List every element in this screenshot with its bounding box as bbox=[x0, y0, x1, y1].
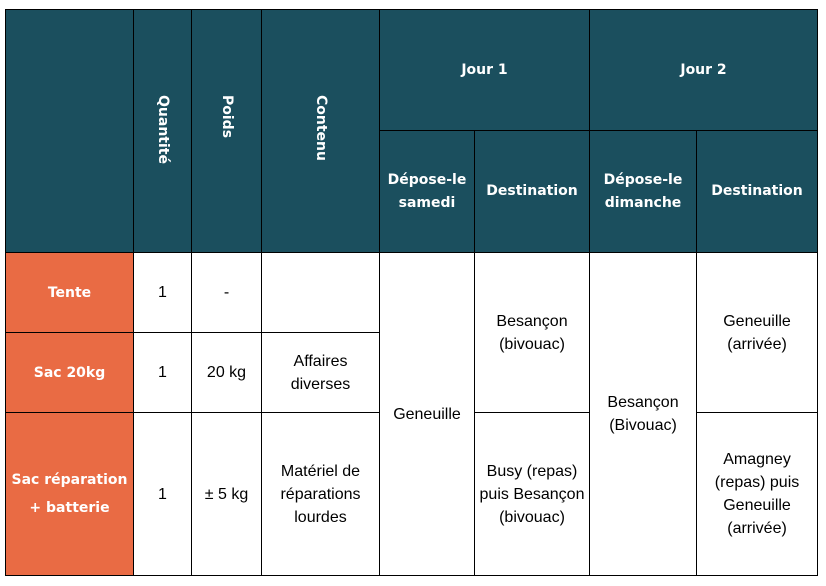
jour1-destination-bottom: Busy (repas) puis Besançon (bivouac) bbox=[473, 412, 591, 576]
header-poids-label: Poids bbox=[219, 95, 235, 139]
header-quantite-label: Quantité bbox=[155, 95, 171, 164]
header-contenu: Contenu bbox=[261, 9, 380, 253]
header-jour2: Jour 2 bbox=[589, 9, 819, 131]
header-poids: Poids bbox=[191, 9, 262, 253]
header-jour1-depose: Dépose-le samedi bbox=[379, 130, 475, 253]
row-poids: 20 kg bbox=[191, 332, 262, 413]
jour2-destination-bottom: Amagney (repas) puis Geneuille (arrivée) bbox=[696, 412, 819, 576]
header-contenu-label: Contenu bbox=[313, 95, 329, 161]
header-jour1: Jour 1 bbox=[378, 9, 591, 131]
row-poids: - bbox=[191, 252, 262, 333]
table-row: Sac 20kg 1 20 kg Affaires diverses bbox=[5, 332, 818, 413]
row-contenu: Affaires diverses bbox=[261, 332, 380, 413]
logistics-table: Quantité Poids Contenu Jour 1 Jour 2 Dép… bbox=[5, 9, 819, 576]
row-quantite: 1 bbox=[133, 332, 192, 413]
row-contenu bbox=[261, 252, 380, 333]
jour2-depose-cell: Besançon (Bivouac) bbox=[589, 252, 698, 576]
header-jour1-destination: Destination bbox=[473, 130, 591, 253]
table-row: Tente 1 - Geneuille Besançon (bivouac) B… bbox=[5, 252, 819, 576]
row-item-label: Sac réparation + batterie bbox=[5, 412, 134, 576]
header-quantite: Quantité bbox=[133, 9, 192, 253]
header-empty-cell bbox=[5, 9, 134, 253]
row-quantite: 1 bbox=[133, 412, 192, 576]
row-item-label: Tente bbox=[5, 252, 134, 333]
header-jour2-destination: Destination bbox=[696, 130, 819, 253]
row-contenu: Matériel de réparations lourdes bbox=[261, 412, 380, 576]
header-jour2-depose: Dépose-le dimanche bbox=[589, 130, 698, 253]
row-quantite: 1 bbox=[133, 252, 192, 333]
table-row: Sac réparation + batterie 1 ± 5 kg Matér… bbox=[5, 412, 819, 576]
jour2-destination-top: Geneuille (arrivée) bbox=[696, 252, 819, 413]
row-poids: ± 5 kg bbox=[191, 412, 262, 576]
jour1-destination-top: Besançon (bivouac) bbox=[473, 252, 591, 413]
jour1-depose-cell: Geneuille bbox=[379, 252, 475, 576]
row-item-label: Sac 20kg bbox=[5, 332, 134, 413]
